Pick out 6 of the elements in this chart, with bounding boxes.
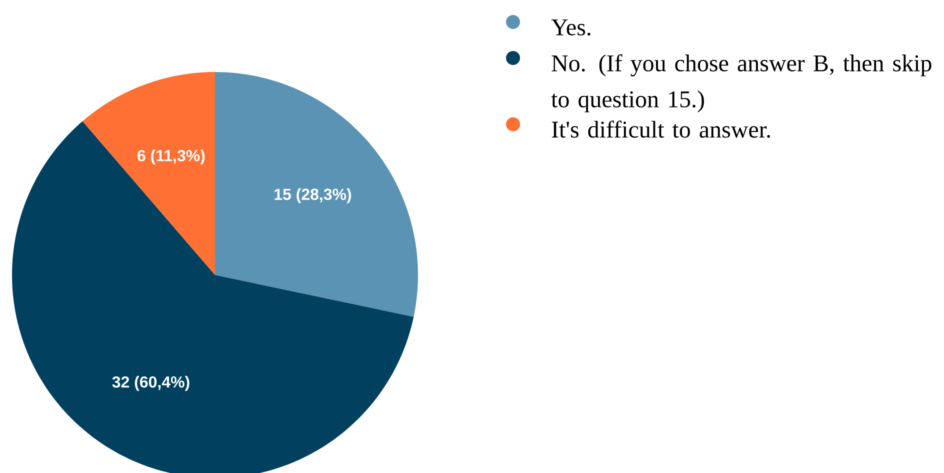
data-label: 6 (11,3%) [138,150,205,164]
data-label: 15 (28,3%) [274,188,352,204]
data-label: 32 (60,4%) [112,376,190,391]
legend-label: No. (If you chose answer B, then skip to question 15.) [551,54,932,112]
legend-label: It's difficult to answer. [552,120,770,138]
legend-label: Yes. [551,19,590,36]
